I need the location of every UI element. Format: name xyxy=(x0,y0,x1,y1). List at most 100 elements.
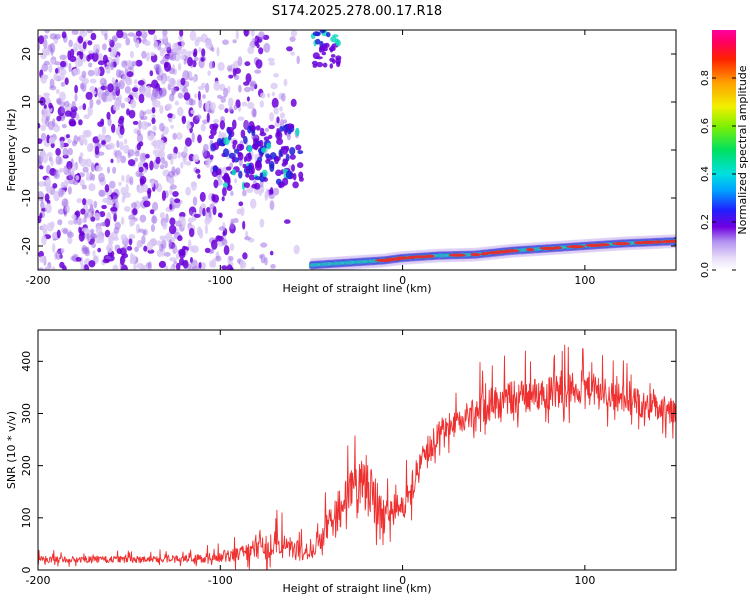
spectrogram-cell xyxy=(77,35,83,44)
spectrogram-cell xyxy=(66,160,73,170)
spectrogram-cell xyxy=(80,218,85,223)
snr-frame xyxy=(37,329,677,571)
spectrogram-ytick-label: -10 xyxy=(20,189,33,207)
snr-ytick-label: 100 xyxy=(20,507,33,528)
spectrogram-cell xyxy=(238,84,242,93)
spectrogram-cell xyxy=(93,67,101,77)
spectrogram-cell xyxy=(243,86,251,93)
spectrogram-cell xyxy=(312,31,320,37)
spectrogram-cell xyxy=(251,184,258,189)
spectrogram-cell xyxy=(134,90,139,100)
spectrogram-cell xyxy=(244,61,251,67)
spectrogram-cell xyxy=(165,103,173,111)
spectrogram-cell xyxy=(159,164,165,170)
spectrogram-cell xyxy=(283,78,288,87)
spectrogram-cell xyxy=(57,219,63,226)
spectrogram-cell xyxy=(216,168,222,176)
spectrogram-cell xyxy=(78,119,83,126)
spectrogram-ytick-label: -20 xyxy=(20,237,33,255)
spectrogram-ytick-label: 10 xyxy=(20,95,33,109)
spectrogram-cell xyxy=(50,59,56,65)
spectrogram-cell xyxy=(120,234,128,242)
spectrogram-cell xyxy=(204,101,210,112)
spectrogram-cell xyxy=(164,160,168,169)
spectrogram-cell xyxy=(143,200,151,208)
spectrogram-cell xyxy=(166,75,171,82)
spectrogram-cell xyxy=(221,265,228,270)
spectrogram-cell xyxy=(183,58,187,65)
spectrogram-cell xyxy=(174,198,181,204)
spectrogram-cell xyxy=(180,54,185,61)
spectrogram-cell xyxy=(169,203,173,211)
spectrogram-cell xyxy=(73,42,79,52)
snr-plot-area xyxy=(38,330,676,570)
spectrogram-cell xyxy=(139,175,147,185)
spectrogram-cell xyxy=(61,198,69,208)
spectrogram-cell xyxy=(106,111,111,120)
spectrogram-cell xyxy=(260,242,268,248)
spectrogram-cell xyxy=(133,35,138,43)
spectrogram-cell xyxy=(139,152,147,163)
spectrogram-cell xyxy=(40,256,46,263)
spectrogram-cell xyxy=(193,56,199,62)
spectrogram-cell xyxy=(202,263,206,270)
spectrogram-cell xyxy=(260,253,266,264)
spectrogram-cell xyxy=(151,79,159,89)
spectrogram-cell xyxy=(90,162,95,173)
spectrogram-cell xyxy=(123,244,129,250)
spectrogram-cell xyxy=(169,197,175,204)
spectrogram-cell xyxy=(92,250,96,257)
spectrogram-cell xyxy=(140,120,149,130)
spectrogram-cell xyxy=(134,150,140,157)
spectrogram-cell xyxy=(79,139,84,145)
spectrogram-cell xyxy=(259,100,264,108)
spectrogram-cell xyxy=(87,69,95,77)
spectrogram-cell xyxy=(211,258,217,269)
spectrogram-cell xyxy=(71,214,77,220)
spectrogram-cell xyxy=(177,235,183,242)
spectrogram-cell xyxy=(278,149,283,158)
spectrogram-cell xyxy=(215,255,222,262)
spectrogram-cell xyxy=(81,70,87,79)
spectrogram-cell xyxy=(239,144,245,151)
spectrogram-cell xyxy=(326,31,331,38)
spectrogram-cell xyxy=(260,92,266,99)
spectrogram-cell xyxy=(91,242,96,248)
spectrogram-cell xyxy=(269,250,274,256)
spectrogram-cell xyxy=(208,208,212,218)
spectrogram-cell xyxy=(198,47,202,53)
spectrogram-cell xyxy=(197,134,202,144)
figure-title: S174.2025.278.00.17.R18 xyxy=(272,4,442,19)
spectrogram-cell xyxy=(50,47,54,56)
spectrogram-cell xyxy=(124,97,131,103)
snr-ytick-label: 0 xyxy=(20,567,33,574)
spectrogram-cell xyxy=(41,63,49,72)
spectrogram-cell xyxy=(145,85,152,96)
spectrogram-cell xyxy=(88,260,96,268)
spectrogram-cell xyxy=(273,73,279,78)
spectrogram-cell xyxy=(132,120,139,125)
spectrogram-ridge-peak xyxy=(612,242,631,246)
spectrogram-cell xyxy=(178,248,186,256)
spectrogram-ridge-peak xyxy=(651,240,665,244)
spectrogram-cell xyxy=(136,262,144,269)
spectrogram-cell xyxy=(60,141,64,149)
spectrogram-cell xyxy=(227,177,231,186)
spectrogram-cell xyxy=(251,37,258,42)
spectrogram-cell xyxy=(248,164,253,170)
spectrogram-cell xyxy=(174,248,180,253)
spectrogram-cell xyxy=(54,170,58,178)
spectrogram-cell xyxy=(118,79,125,90)
spectrogram-cell xyxy=(208,134,215,140)
spectrogram-cell xyxy=(232,139,238,146)
spectrogram-cell xyxy=(175,132,183,140)
spectrogram-cell xyxy=(192,59,197,68)
spectrogram-cell xyxy=(203,143,209,152)
spectrogram-cell xyxy=(187,56,193,67)
spectrogram-cell xyxy=(183,145,188,154)
snr-x-label: Height of straight line (km) xyxy=(282,582,431,595)
spectrogram-cell xyxy=(153,99,161,108)
spectrogram-cell xyxy=(101,140,106,145)
spectrogram-cell xyxy=(179,30,184,37)
spectrogram-cell xyxy=(182,70,190,81)
